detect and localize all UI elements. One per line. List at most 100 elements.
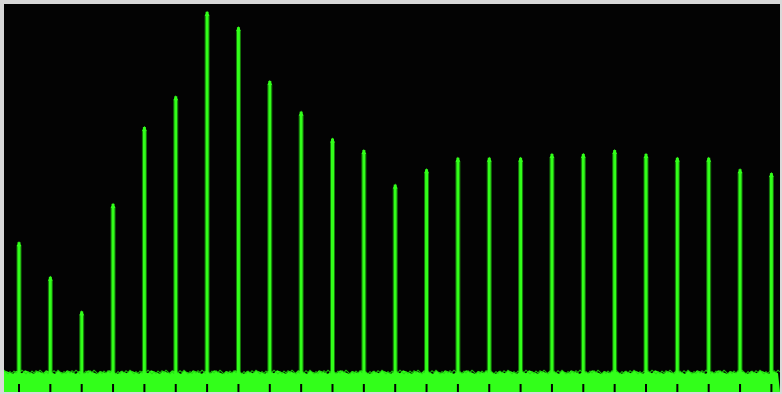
pulse-peak-cap bbox=[424, 168, 429, 174]
pulse-stem bbox=[581, 153, 585, 392]
pulse-stem bbox=[331, 138, 334, 392]
pulse-base-gap bbox=[18, 384, 20, 392]
pulse-base-gap bbox=[645, 384, 647, 392]
pulse-base-gap bbox=[206, 384, 209, 392]
pulse-layer bbox=[16, 10, 774, 392]
pulse-base-gap bbox=[456, 384, 459, 392]
signal-pulse bbox=[549, 152, 555, 392]
pulse-base-gap bbox=[425, 384, 428, 392]
pulse-peak-cap bbox=[768, 172, 774, 178]
signal-pulse bbox=[298, 110, 304, 392]
signal-pulse bbox=[674, 156, 680, 392]
pulse-base-gap bbox=[739, 384, 742, 392]
pulse-stem bbox=[362, 150, 366, 392]
pulse-peak-cap bbox=[706, 156, 712, 162]
signal-pulse bbox=[706, 156, 712, 392]
pulse-peak-cap bbox=[518, 156, 524, 162]
pulse-stem bbox=[425, 169, 429, 392]
pulse-stem bbox=[268, 80, 272, 392]
signal-display-panel: Ac bbox=[4, 4, 780, 392]
pulse-base-gap bbox=[707, 384, 710, 392]
signal-pulse bbox=[330, 137, 335, 392]
pulse-peak-cap bbox=[141, 125, 147, 132]
pulse-peak-cap bbox=[455, 156, 461, 162]
pulse-base-gap bbox=[488, 384, 491, 392]
pulse-base-gap bbox=[613, 384, 616, 392]
signal-pulse bbox=[612, 148, 618, 392]
pulse-peak-cap bbox=[47, 275, 53, 282]
pulse-peak-cap bbox=[737, 168, 743, 174]
signal-pulse bbox=[643, 152, 649, 392]
pulse-base-gap bbox=[770, 384, 773, 392]
baseline-noise-band bbox=[4, 370, 780, 392]
signal-pulse bbox=[110, 202, 116, 392]
pulse-peak-cap bbox=[486, 156, 492, 162]
pulse-base-gap bbox=[394, 384, 397, 392]
signal-pulse bbox=[173, 95, 179, 392]
pulse-base-gap bbox=[300, 384, 303, 392]
pulse-stem bbox=[236, 27, 240, 392]
signal-pulse bbox=[518, 156, 524, 392]
pulse-base-gap bbox=[49, 384, 52, 392]
pulse-peak-cap bbox=[674, 156, 680, 162]
pulse-peak-cap bbox=[267, 79, 273, 86]
pulse-peak-cap bbox=[361, 148, 367, 155]
pulse-stem bbox=[707, 157, 711, 392]
pulse-peak-cap bbox=[298, 110, 304, 116]
pulse-base-gap bbox=[331, 384, 334, 392]
pulse-stem bbox=[550, 153, 554, 392]
pulse-base-gap bbox=[362, 384, 365, 392]
pulse-peak-cap bbox=[236, 26, 241, 32]
pulse-peak-cap bbox=[173, 95, 179, 101]
pulse-stem bbox=[487, 157, 491, 392]
pulse-peak-cap bbox=[392, 183, 398, 189]
pulse-stem bbox=[675, 157, 679, 392]
pulse-stem bbox=[456, 157, 460, 392]
pulse-base-gap bbox=[112, 384, 115, 392]
pulse-stem bbox=[738, 169, 742, 392]
signal-pulse bbox=[361, 148, 367, 392]
signal-pulse bbox=[16, 241, 22, 392]
signal-pulse bbox=[768, 172, 774, 392]
pulse-base-gap bbox=[676, 384, 679, 392]
pulse-stem bbox=[644, 153, 648, 392]
pulse-peak-cap bbox=[580, 152, 586, 159]
signal-pulse bbox=[737, 168, 743, 392]
pulse-base-gap bbox=[143, 384, 146, 392]
pulse-stem bbox=[769, 173, 773, 392]
signal-pulse bbox=[141, 125, 147, 392]
signal-pulse bbox=[235, 26, 241, 392]
pulse-stem bbox=[48, 276, 52, 392]
signal-plot-svg bbox=[4, 4, 780, 392]
pulse-base-gap bbox=[268, 384, 271, 392]
signal-pulse bbox=[204, 10, 210, 392]
signal-pulse bbox=[79, 310, 85, 392]
signal-pulse bbox=[424, 168, 430, 392]
pulse-stem bbox=[299, 111, 303, 392]
pulse-stem bbox=[80, 311, 84, 392]
pulse-base-gap bbox=[582, 384, 585, 392]
pulse-base-gap bbox=[519, 384, 522, 392]
pulse-peak-cap bbox=[549, 152, 555, 159]
pulse-peak-cap bbox=[204, 10, 210, 17]
pulse-stem bbox=[174, 96, 178, 392]
pulse-peak-cap bbox=[79, 310, 85, 316]
pulse-peak-cap bbox=[16, 241, 22, 247]
pulse-stem bbox=[111, 203, 115, 392]
baseline-noise-layer bbox=[4, 369, 780, 392]
pulse-base-gap bbox=[174, 384, 177, 392]
pulse-peak-cap bbox=[643, 152, 649, 159]
pulse-base-gap bbox=[237, 384, 240, 392]
signal-pulse bbox=[580, 152, 586, 392]
pulse-base-gap bbox=[550, 384, 553, 392]
pulse-peak-cap bbox=[612, 148, 618, 155]
pulse-stem bbox=[205, 11, 209, 392]
pulse-stem bbox=[613, 150, 617, 392]
baseline-noise-edge bbox=[4, 369, 780, 375]
signal-pulse bbox=[392, 183, 398, 392]
pulse-stem bbox=[519, 157, 523, 392]
pulse-stem bbox=[17, 242, 21, 392]
pulse-stem bbox=[393, 184, 397, 392]
signal-pulse bbox=[486, 156, 492, 392]
